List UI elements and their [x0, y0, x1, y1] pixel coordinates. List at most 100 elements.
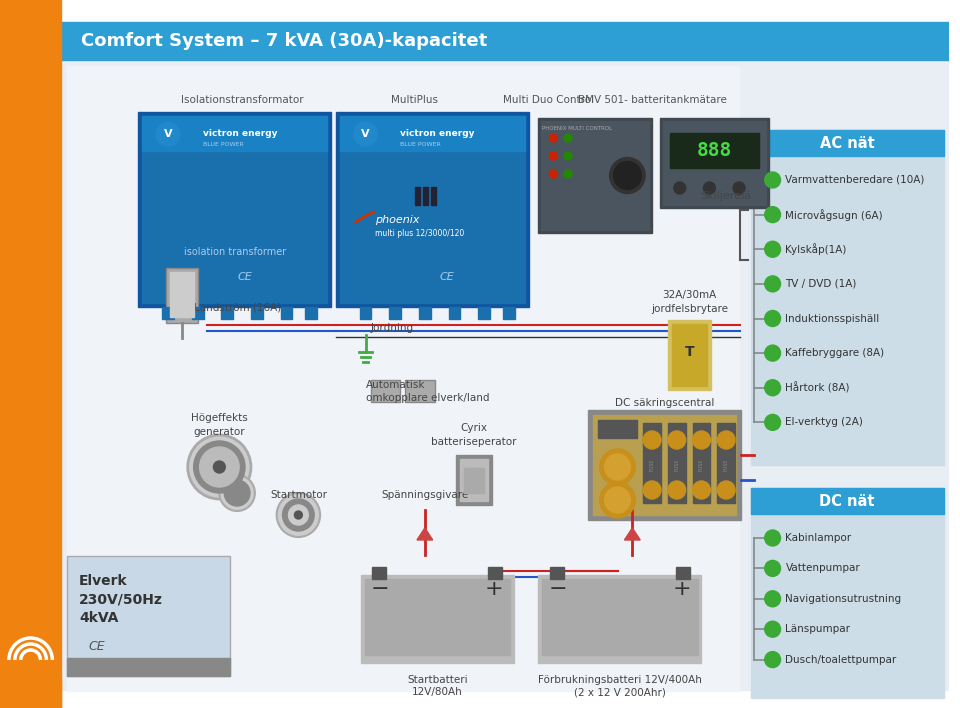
- Text: Högeffekts
generator: Högeffekts generator: [191, 413, 248, 437]
- Bar: [751, 488, 944, 698]
- Bar: [67, 556, 230, 676]
- Bar: [550, 567, 564, 579]
- Circle shape: [200, 447, 239, 487]
- Text: FUSE: FUSE: [699, 459, 704, 472]
- Text: DC säkringscentral: DC säkringscentral: [614, 398, 714, 408]
- Bar: [539, 118, 652, 233]
- Text: Multi Duo Control: Multi Duo Control: [503, 95, 594, 105]
- Circle shape: [225, 480, 250, 506]
- Bar: [643, 423, 661, 503]
- Text: 888: 888: [697, 140, 732, 159]
- Text: Startbatteri
12V/80Ah: Startbatteri 12V/80Ah: [407, 675, 468, 697]
- Bar: [336, 112, 529, 307]
- Bar: [61, 22, 948, 60]
- Bar: [305, 307, 317, 319]
- Text: Isolationstransformator: Isolationstransformator: [180, 95, 303, 105]
- Bar: [222, 307, 233, 319]
- Bar: [340, 116, 524, 151]
- Text: Kabinlampor: Kabinlampor: [785, 533, 852, 543]
- Circle shape: [549, 152, 557, 160]
- Text: Automatisk
omkopplare elverk/land: Automatisk omkopplare elverk/land: [366, 380, 489, 403]
- Bar: [170, 272, 194, 317]
- Circle shape: [156, 122, 180, 146]
- Bar: [692, 423, 710, 503]
- Bar: [461, 459, 488, 501]
- Text: Induktionsspishäll: Induktionsspishäll: [785, 314, 879, 324]
- Text: CE: CE: [440, 272, 454, 282]
- Text: +: +: [485, 579, 503, 599]
- Bar: [488, 567, 502, 579]
- Bar: [61, 60, 948, 690]
- Bar: [390, 307, 401, 319]
- Bar: [162, 307, 174, 319]
- Text: +: +: [672, 579, 691, 599]
- Circle shape: [600, 449, 636, 485]
- Bar: [593, 415, 736, 515]
- Bar: [588, 410, 741, 520]
- Bar: [138, 112, 331, 307]
- Circle shape: [564, 170, 572, 178]
- Bar: [431, 187, 436, 205]
- Bar: [672, 324, 708, 386]
- Circle shape: [353, 122, 377, 146]
- Bar: [717, 423, 735, 503]
- Text: DC nät: DC nät: [820, 493, 875, 508]
- Text: Vattenpumpar: Vattenpumpar: [785, 564, 860, 573]
- Bar: [67, 66, 739, 691]
- Circle shape: [564, 152, 572, 160]
- Text: CE: CE: [237, 272, 252, 282]
- Text: Förbrukningsbatteri 12V/400Ah
(2 x 12 V 200Ahr): Förbrukningsbatteri 12V/400Ah (2 x 12 V …: [538, 675, 702, 697]
- Bar: [0, 678, 61, 708]
- Bar: [142, 116, 327, 151]
- Bar: [676, 567, 689, 579]
- Text: 32A/30mA
jordfelsbrytare: 32A/30mA jordfelsbrytare: [651, 290, 728, 314]
- Bar: [405, 380, 435, 402]
- Circle shape: [643, 431, 661, 449]
- Circle shape: [765, 561, 780, 576]
- Bar: [166, 268, 198, 323]
- Bar: [670, 133, 758, 168]
- Bar: [503, 307, 515, 319]
- Circle shape: [765, 379, 780, 396]
- Bar: [372, 567, 386, 579]
- Circle shape: [674, 182, 685, 194]
- Circle shape: [717, 481, 735, 499]
- Circle shape: [765, 621, 780, 637]
- Circle shape: [704, 182, 715, 194]
- Circle shape: [765, 241, 780, 257]
- Circle shape: [549, 134, 557, 142]
- Text: Startmotor: Startmotor: [270, 490, 327, 500]
- Text: Elverk
230V/50Hz
4kVA: Elverk 230V/50Hz 4kVA: [79, 574, 163, 624]
- Circle shape: [295, 511, 302, 519]
- Text: V: V: [163, 129, 172, 139]
- Text: Länspumpar: Länspumpar: [785, 624, 851, 634]
- Circle shape: [613, 161, 641, 190]
- Bar: [415, 187, 420, 205]
- Bar: [539, 575, 702, 663]
- Text: Spänningsgivare: Spänningsgivare: [381, 490, 468, 500]
- Text: Kaffebryggare (8A): Kaffebryggare (8A): [785, 348, 884, 358]
- Bar: [360, 307, 372, 319]
- Text: isolation transformer: isolation transformer: [183, 247, 286, 257]
- Text: Jordning: Jordning: [371, 323, 414, 333]
- Circle shape: [765, 276, 780, 292]
- Circle shape: [692, 481, 710, 499]
- Circle shape: [765, 311, 780, 326]
- Bar: [668, 423, 685, 503]
- Text: FUSE: FUSE: [724, 459, 729, 472]
- Bar: [371, 380, 400, 402]
- Bar: [668, 320, 711, 390]
- Circle shape: [643, 481, 661, 499]
- Text: Skiljerelä: Skiljerelä: [701, 191, 752, 201]
- Circle shape: [765, 530, 780, 546]
- Bar: [192, 307, 204, 319]
- Circle shape: [668, 431, 685, 449]
- Bar: [340, 116, 524, 303]
- Circle shape: [765, 414, 780, 430]
- Text: Navigationsutrustning: Navigationsutrustning: [785, 594, 901, 604]
- Text: Varmvattenberedare (10A): Varmvattenberedare (10A): [785, 175, 924, 185]
- Text: V: V: [361, 129, 370, 139]
- Text: CE: CE: [88, 639, 106, 653]
- Bar: [361, 575, 514, 663]
- Polygon shape: [624, 528, 640, 540]
